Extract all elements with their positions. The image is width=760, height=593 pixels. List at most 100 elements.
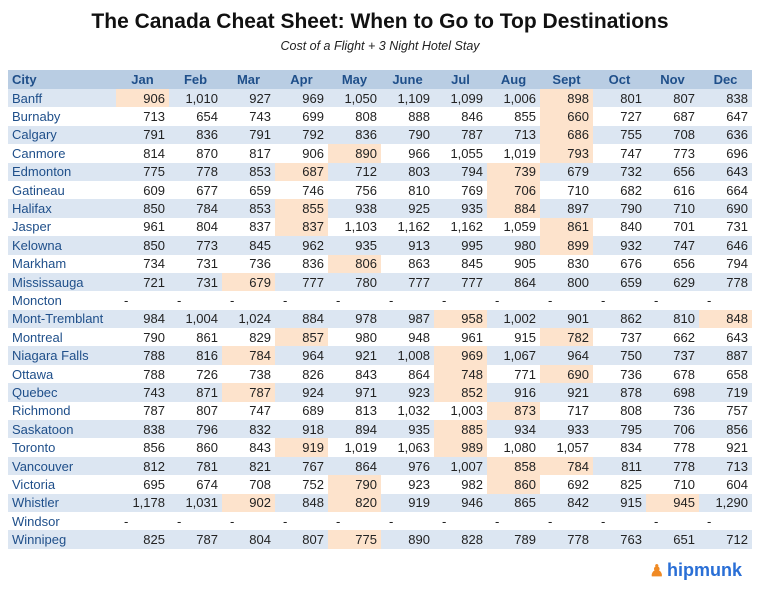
price-cell: 836 bbox=[275, 254, 328, 273]
price-cell: 686 bbox=[540, 125, 593, 145]
price-cell: 659 bbox=[593, 272, 646, 292]
column-header-aug: Aug bbox=[487, 70, 540, 89]
price-cell: 858 bbox=[487, 456, 540, 476]
price-cell: 919 bbox=[381, 493, 434, 512]
column-header-jul: Jul bbox=[434, 70, 487, 89]
price-cell: 791 bbox=[222, 125, 275, 145]
price-cell: 984 bbox=[116, 309, 169, 329]
price-cell: 773 bbox=[169, 236, 222, 255]
city-name: Jasper bbox=[8, 217, 116, 237]
price-cell: 964 bbox=[275, 346, 328, 365]
price-cell: 978 bbox=[328, 309, 381, 329]
price-cell: 870 bbox=[169, 144, 222, 163]
price-cell: 842 bbox=[540, 493, 593, 512]
price-cell: 906 bbox=[116, 89, 169, 108]
price-cell: 1,032 bbox=[381, 401, 434, 421]
table-row: Quebec 743 871 787 924 971 923 852 916 921 878 698 7… bbox=[8, 383, 752, 402]
price-cell: 899 bbox=[540, 236, 593, 255]
price-cell: 676 bbox=[593, 254, 646, 273]
table-row: Niagara Falls 788 816 784 964 921 1,008 969 1,06… bbox=[8, 346, 752, 365]
price-cell: 828 bbox=[434, 530, 487, 549]
chipmunk-icon: ♟ bbox=[649, 563, 664, 580]
city-name: Moncton bbox=[8, 291, 116, 310]
price-cell: 690 bbox=[699, 199, 752, 218]
price-cell: 987 bbox=[381, 309, 434, 329]
price-cell: - bbox=[540, 291, 593, 310]
price-cell: 976 bbox=[381, 456, 434, 476]
price-cell: 660 bbox=[540, 107, 593, 126]
price-cell: 778 bbox=[540, 530, 593, 549]
price-cell: - bbox=[169, 511, 222, 531]
city-name: Montreal bbox=[8, 328, 116, 347]
price-cell: 777 bbox=[434, 272, 487, 292]
price-cell: 787 bbox=[169, 530, 222, 549]
price-cell: 995 bbox=[434, 236, 487, 255]
price-cell: 747 bbox=[593, 144, 646, 163]
price-cell: 897 bbox=[540, 199, 593, 218]
price-cell: 771 bbox=[487, 364, 540, 384]
price-cell: 679 bbox=[540, 162, 593, 181]
price-cell: 788 bbox=[116, 346, 169, 365]
price-cell: 616 bbox=[646, 180, 699, 200]
price-cell: 810 bbox=[381, 180, 434, 200]
price-cell: 781 bbox=[169, 456, 222, 476]
price-cell: 934 bbox=[487, 420, 540, 439]
price-cell: 736 bbox=[593, 364, 646, 384]
price-cell: 787 bbox=[434, 125, 487, 145]
price-cell: 731 bbox=[699, 217, 752, 237]
price-cell: 737 bbox=[593, 328, 646, 347]
price-cell: 826 bbox=[275, 364, 328, 384]
price-cell: 731 bbox=[169, 272, 222, 292]
city-name: Mississauga bbox=[8, 272, 116, 292]
price-cell: 1,162 bbox=[381, 217, 434, 237]
price-cell: 962 bbox=[275, 236, 328, 255]
price-cell: 980 bbox=[328, 328, 381, 347]
price-cell: 855 bbox=[275, 199, 328, 218]
price-cell: - bbox=[434, 291, 487, 310]
price-cell: 853 bbox=[222, 199, 275, 218]
price-cell: 865 bbox=[487, 493, 540, 512]
price-cell: 775 bbox=[116, 162, 169, 181]
price-cell: 878 bbox=[593, 383, 646, 402]
price-cell: 969 bbox=[275, 89, 328, 108]
price-cell: 938 bbox=[328, 199, 381, 218]
price-cell: 732 bbox=[593, 162, 646, 181]
price-cell: 989 bbox=[434, 438, 487, 457]
price-cell: 708 bbox=[646, 125, 699, 145]
page-subtitle: Cost of a Flight + 3 Night Hotel Stay bbox=[280, 39, 480, 53]
price-cell: 864 bbox=[487, 272, 540, 292]
price-cell: 712 bbox=[699, 530, 752, 549]
price-cell: - bbox=[646, 291, 699, 310]
price-cell: 794 bbox=[434, 162, 487, 181]
price-cell: 915 bbox=[487, 328, 540, 347]
price-cell: 966 bbox=[381, 144, 434, 163]
price-cell: 710 bbox=[646, 475, 699, 494]
column-header-mar: Mar bbox=[222, 70, 275, 89]
price-cell: - bbox=[222, 511, 275, 531]
price-cell: 834 bbox=[593, 438, 646, 457]
price-cell: 778 bbox=[646, 456, 699, 476]
price-cell: 948 bbox=[381, 328, 434, 347]
price-cell: 726 bbox=[169, 364, 222, 384]
city-name: Toronto bbox=[8, 438, 116, 457]
price-cell: 1,080 bbox=[487, 438, 540, 457]
price-cell: 721 bbox=[116, 272, 169, 292]
price-cell: 739 bbox=[487, 162, 540, 181]
price-cell: 817 bbox=[222, 144, 275, 163]
city-name: Richmond bbox=[8, 401, 116, 421]
table-row: Ottawa 788 726 738 826 843 864 748 771 690 736 678 6… bbox=[8, 364, 752, 384]
price-cell: 925 bbox=[381, 199, 434, 218]
price-cell: 682 bbox=[593, 180, 646, 200]
price-cell: 838 bbox=[699, 89, 752, 108]
column-header-may: May bbox=[328, 70, 381, 89]
price-cell: 1,162 bbox=[434, 217, 487, 237]
price-cell: 1,006 bbox=[487, 89, 540, 108]
price-cell: 803 bbox=[381, 162, 434, 181]
price-cell: 636 bbox=[699, 125, 752, 145]
price-cell: 1,055 bbox=[434, 144, 487, 163]
price-cell: 752 bbox=[275, 475, 328, 494]
price-cell: 884 bbox=[275, 309, 328, 329]
price-cell: 778 bbox=[169, 162, 222, 181]
price-cell: - bbox=[381, 511, 434, 531]
price-cell: 816 bbox=[169, 346, 222, 365]
